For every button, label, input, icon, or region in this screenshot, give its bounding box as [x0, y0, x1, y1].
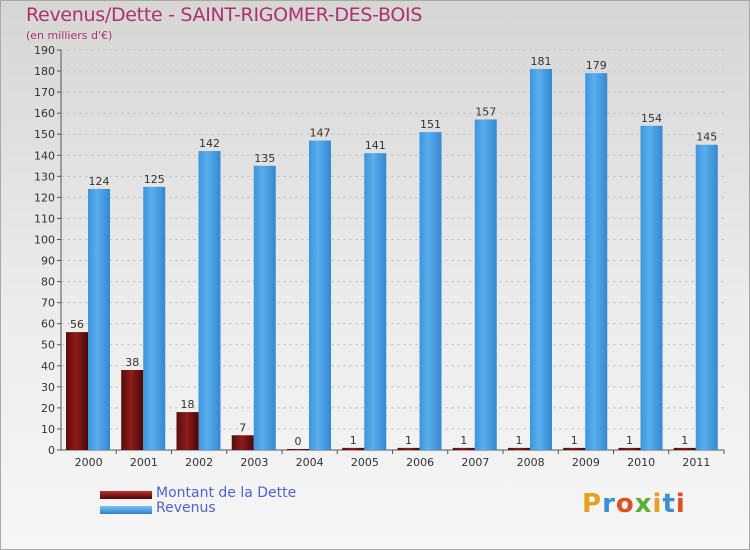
revenus-data-label: 125 — [144, 173, 165, 186]
logo-letter: P — [582, 489, 603, 519]
revenus-data-label: 151 — [420, 118, 441, 131]
y-tick-label: 130 — [34, 170, 55, 183]
legend-label-dette: Montant de la Dette — [156, 485, 297, 501]
logo-letter: t — [662, 489, 676, 519]
chart-title: Revenus/Dette - SAINT-RIGOMER-DES-BOIS — [26, 4, 423, 26]
dette-data-label: 7 — [239, 421, 246, 434]
y-tick-label: 160 — [34, 107, 55, 120]
dette-data-label: 56 — [70, 318, 84, 331]
y-tick-label: 40 — [41, 360, 55, 373]
logo-letter: x — [634, 489, 653, 519]
chart-subtitle: (en milliers d'€) — [26, 29, 113, 42]
y-tick-label: 150 — [34, 128, 55, 141]
y-tick-label: 120 — [34, 191, 55, 204]
dette-bar — [231, 435, 254, 450]
logo-letter: r — [602, 489, 616, 519]
legend-swatch-dette — [100, 491, 152, 499]
revenus-data-label: 142 — [199, 137, 220, 150]
revenus-bar — [695, 144, 718, 450]
dette-data-label: 1 — [626, 434, 633, 447]
x-tick-label: 2005 — [351, 456, 379, 469]
revenus-data-label: 141 — [365, 139, 386, 152]
y-tick-label: 110 — [34, 212, 55, 225]
revenus-bar — [640, 125, 663, 450]
dette-data-label: 1 — [405, 434, 412, 447]
x-tick-label: 2002 — [185, 456, 213, 469]
proxiti-logo: Proxiti — [582, 489, 686, 519]
y-tick-label: 10 — [41, 423, 55, 436]
dette-data-label: 38 — [125, 356, 139, 369]
dette-bar — [618, 447, 641, 450]
y-tick-label: 100 — [34, 233, 55, 246]
revenus-bar — [198, 151, 221, 451]
revenus-bar — [309, 140, 331, 451]
revenus-bar — [143, 186, 166, 450]
dette-data-label: 0 — [295, 435, 302, 448]
dette-bar — [397, 447, 420, 450]
dette-bar — [66, 332, 88, 450]
x-tick-label: 2011 — [682, 456, 710, 469]
revenus-data-label: 154 — [641, 112, 662, 125]
x-tick-label: 2000 — [75, 456, 103, 469]
dette-data-label: 1 — [571, 434, 578, 447]
logo-letter: i — [675, 489, 686, 519]
revenus-bar — [88, 188, 110, 450]
dette-bar — [176, 412, 199, 450]
revenus-bar — [530, 68, 552, 451]
legend-label-revenus: Revenus — [156, 500, 216, 516]
y-tick-label: 90 — [41, 255, 55, 268]
x-tick-label: 2004 — [296, 456, 324, 469]
revenus-bar — [253, 165, 276, 450]
revenus-data-label: 145 — [696, 131, 717, 144]
y-tick-label: 70 — [41, 297, 55, 310]
revenus-data-label: 157 — [475, 105, 496, 118]
dette-bar — [121, 370, 144, 450]
revenus-data-label: 147 — [310, 127, 331, 140]
revenus-data-label: 179 — [586, 59, 607, 72]
dette-bar — [563, 447, 586, 450]
revenus-bar — [419, 132, 442, 450]
y-tick-label: 30 — [41, 381, 55, 394]
logo-letter: o — [615, 489, 635, 519]
dette-bar — [673, 447, 696, 450]
dette-data-label: 1 — [350, 434, 357, 447]
dette-bar — [342, 447, 365, 450]
x-tick-label: 2003 — [240, 456, 268, 469]
dette-data-label: 1 — [681, 434, 688, 447]
y-tick-label: 190 — [34, 44, 55, 57]
x-tick-label: 2001 — [130, 456, 158, 469]
dette-data-label: 18 — [181, 398, 195, 411]
y-tick-label: 60 — [41, 318, 55, 331]
legend-swatch-revenus — [100, 506, 152, 514]
revenus-data-label: 181 — [531, 55, 552, 68]
revenus-bar — [364, 153, 387, 450]
revenus-data-label: 135 — [254, 152, 275, 165]
x-tick-label: 2008 — [517, 456, 545, 469]
y-tick-label: 80 — [41, 276, 55, 289]
x-tick-label: 2007 — [461, 456, 489, 469]
dette-bar — [287, 449, 309, 450]
x-tick-label: 2009 — [572, 456, 600, 469]
x-tick-label: 2006 — [406, 456, 434, 469]
y-tick-label: 140 — [34, 149, 55, 162]
dette-bar — [508, 447, 530, 450]
y-tick-label: 20 — [41, 402, 55, 415]
dette-bar — [452, 447, 475, 450]
dette-data-label: 1 — [516, 434, 523, 447]
dette-data-label: 1 — [460, 434, 467, 447]
x-tick-label: 2010 — [627, 456, 655, 469]
y-tick-label: 170 — [34, 86, 55, 99]
revenus-bar — [474, 119, 497, 450]
logo-letter: i — [652, 489, 663, 519]
y-tick-label: 50 — [41, 339, 55, 352]
y-tick-label: 0 — [48, 444, 55, 457]
y-tick-label: 180 — [34, 65, 55, 78]
revenus-data-label: 124 — [89, 175, 110, 188]
revenus-bar — [585, 73, 608, 450]
